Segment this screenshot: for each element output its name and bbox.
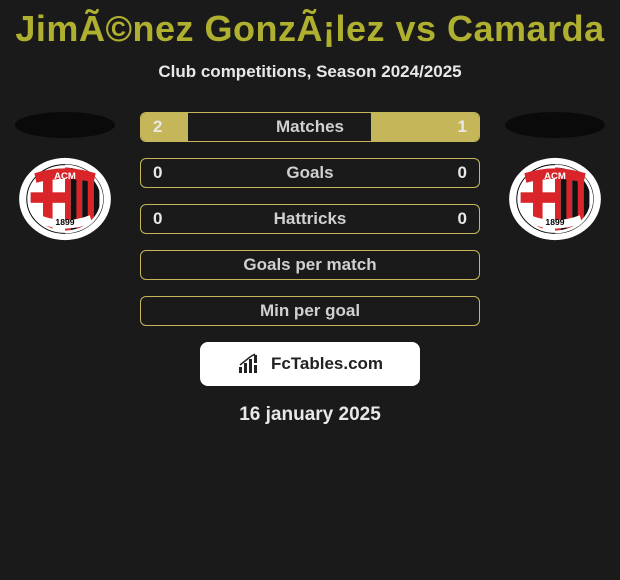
stat-label: Goals [141,163,479,183]
stat-row: 0 0Goals [140,158,480,188]
chart-icon [237,353,263,375]
crest-shadow-left [15,112,115,138]
stat-row: 21Matches [140,112,480,142]
stat-row: Min per goal [140,296,480,326]
stat-value-right: 0 [458,163,467,183]
stat-bar-left [141,113,188,141]
subtitle: Club competitions, Season 2024/2025 [0,62,620,82]
credit-box: FcTables.com [200,342,420,386]
stat-value-left: 0 [153,209,162,229]
stat-row: Goals per match [140,250,480,280]
player-right-crest-block: ACM 1899 [500,112,610,242]
credit-text: FcTables.com [271,354,383,374]
stat-value-left: 2 [153,117,162,137]
svg-text:1899: 1899 [545,217,564,227]
club-crest-right: ACM 1899 [506,156,604,242]
stat-value-right: 1 [458,117,467,137]
stat-value-left: 0 [153,163,162,183]
club-crest-left: ACM 1899 [16,156,114,242]
stats-table: 21Matches00Goals00HattricksGoals per mat… [140,112,480,326]
svg-text:ACM: ACM [544,171,566,182]
stat-label: Min per goal [141,301,479,321]
date-label: 16 january 2025 [0,404,620,426]
stat-label: Hattricks [141,209,479,229]
svg-text:ACM: ACM [54,171,76,182]
stat-row: 0 0Hattricks [140,204,480,234]
page-title: JimÃ©nez GonzÃ¡lez vs Camarda [0,8,620,50]
svg-text:1899: 1899 [55,217,74,227]
stat-label: Goals per match [141,255,479,275]
crest-shadow-right [505,112,605,138]
comparison-area: ACM 1899 ACM 1899 21Match [0,112,620,426]
player-left-crest-block: ACM 1899 [10,112,120,242]
stat-value-right: 0 [458,209,467,229]
